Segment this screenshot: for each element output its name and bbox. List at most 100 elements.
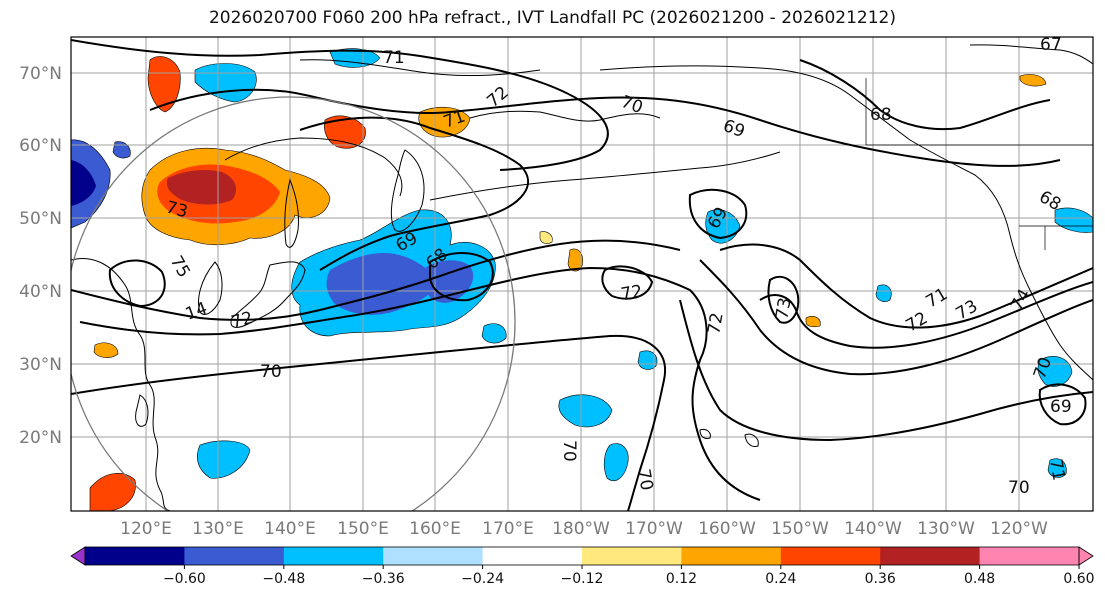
contour-70-east xyxy=(679,299,1093,442)
contour-label: 69 xyxy=(1050,397,1072,417)
map-title: 2026020700 F060 200 hPa refract., IVT La… xyxy=(208,8,896,28)
blue-misc-2 xyxy=(875,284,892,302)
blue-misc-3 xyxy=(112,141,131,159)
colorbar-bin xyxy=(880,547,981,565)
contour-label: 70 xyxy=(559,440,579,462)
colorbar-tick-label: −0.12 xyxy=(561,571,604,587)
blue-phil xyxy=(197,440,251,479)
contour-70-south xyxy=(71,334,667,511)
warm-alaska-1 xyxy=(1019,74,1047,87)
contour-label: 67 xyxy=(1040,35,1062,55)
coast-kamchatka xyxy=(390,149,425,232)
blue-core-kuril xyxy=(326,252,440,315)
reference-circle xyxy=(71,96,516,511)
contour-label: 71 xyxy=(1045,457,1068,482)
coast-korea xyxy=(198,261,223,315)
lon-label: 170°E xyxy=(482,519,534,539)
lat-label: 40°N xyxy=(19,282,62,302)
coast-hawaii-2 xyxy=(744,433,759,447)
colorbar-extend-high xyxy=(1078,546,1094,566)
blue-west-core xyxy=(71,160,96,206)
colorbar-tick-label: 0.60 xyxy=(1063,571,1094,587)
warm-misc-2 xyxy=(93,342,119,358)
shading-positive xyxy=(89,56,1047,511)
contour-72-west xyxy=(108,259,166,308)
contour-70-north xyxy=(149,88,1061,167)
contour-label: 72 xyxy=(704,311,727,336)
blue-arctic-2 xyxy=(329,48,381,68)
borders xyxy=(865,78,1093,250)
contour-73-east xyxy=(759,281,1093,349)
lon-label: 140°W xyxy=(844,519,902,539)
lat-labels: 70°N 60°N 50°N 40°N 30°N 20°N xyxy=(19,64,62,448)
contour-68-gulf xyxy=(799,59,1051,131)
colorbar-bin xyxy=(979,547,1080,565)
coast-asia-east xyxy=(71,257,171,511)
contour-label: 72 xyxy=(619,281,644,304)
colorbar-tick-label: 0.12 xyxy=(666,571,697,587)
lat-label: 70°N xyxy=(19,64,62,84)
warm-arctic-1 xyxy=(147,56,181,113)
lon-label: 170°W xyxy=(625,519,683,539)
colorbar-tick-label: 0.24 xyxy=(765,571,796,587)
colorbar-bin xyxy=(283,547,384,565)
colorbar-tick-label: −0.60 xyxy=(163,571,206,587)
lon-label: 120°E xyxy=(120,519,172,539)
contour-72-mid xyxy=(601,265,654,300)
lon-label: 160°W xyxy=(698,519,756,539)
contour-68-kuril xyxy=(429,252,494,302)
coast-okhotsk xyxy=(224,137,403,197)
lon-label: 120°W xyxy=(990,519,1048,539)
contour-69-gulf xyxy=(688,188,748,240)
colorbar: −0.60 −0.48 −0.36 −0.24 −0.12 0.12 0.24 0.36 0.4… xyxy=(70,546,1095,587)
plot-area xyxy=(71,37,1093,511)
colorbar-tick-label: 0.36 xyxy=(865,571,896,587)
contour-label: 68 xyxy=(870,105,892,125)
coast-bering xyxy=(469,110,661,122)
lat-label: 20°N xyxy=(19,428,62,448)
coast-sakhalin xyxy=(284,178,299,248)
lon-label: 160°E xyxy=(409,519,461,539)
colorbar-bin xyxy=(85,547,185,565)
contour-label: 73 xyxy=(772,296,795,321)
colorbar-bin xyxy=(582,547,682,565)
colorbar-bin xyxy=(780,547,881,565)
contour-label: 70 xyxy=(1008,478,1030,498)
contour-73-loop xyxy=(79,266,761,501)
lat-label: 60°N xyxy=(19,136,62,156)
colorbar-bin xyxy=(681,547,782,565)
contours xyxy=(71,39,1093,511)
plot-frame xyxy=(70,36,1094,512)
colorbar-tick-label: −0.36 xyxy=(362,571,405,587)
coast-hawaii-1 xyxy=(699,429,711,439)
blue-alaska-nw xyxy=(1054,207,1093,233)
coast-phil xyxy=(135,394,149,427)
lon-label: 150°W xyxy=(771,519,829,539)
contour-73-mid xyxy=(767,275,800,324)
warm-phil xyxy=(89,473,136,511)
colorbar-tick-label: −0.24 xyxy=(461,571,504,587)
warm-misc-1 xyxy=(567,248,583,272)
colorbar-bin xyxy=(482,547,583,565)
lon-labels: 120°E 130°E 140°E 150°E 160°E 170°E 180°… xyxy=(120,519,1048,539)
colorbar-tick-label: 0.48 xyxy=(964,571,995,587)
warm-siberia-core xyxy=(166,170,237,205)
colorbar-bin xyxy=(383,547,484,565)
contour-69 xyxy=(299,116,530,271)
warm-misc-3 xyxy=(805,316,821,328)
lon-label: 130°W xyxy=(917,519,975,539)
blue-hawaii-1 xyxy=(558,394,613,428)
contour-69-se xyxy=(1038,383,1087,426)
lat-label: 50°N xyxy=(19,209,62,229)
coast-aleutians xyxy=(429,151,781,201)
blue-hawaii-3 xyxy=(637,350,658,370)
blue-ca-2 xyxy=(1047,458,1067,478)
blue-misc-1 xyxy=(481,323,507,344)
coast-chukotka xyxy=(299,59,541,77)
contour-71-north xyxy=(71,39,609,171)
lat-label: 30°N xyxy=(19,355,62,375)
lon-label: 150°E xyxy=(337,519,389,539)
coast-canada-islands xyxy=(969,44,1093,65)
blue-hawaii-2 xyxy=(603,443,629,481)
